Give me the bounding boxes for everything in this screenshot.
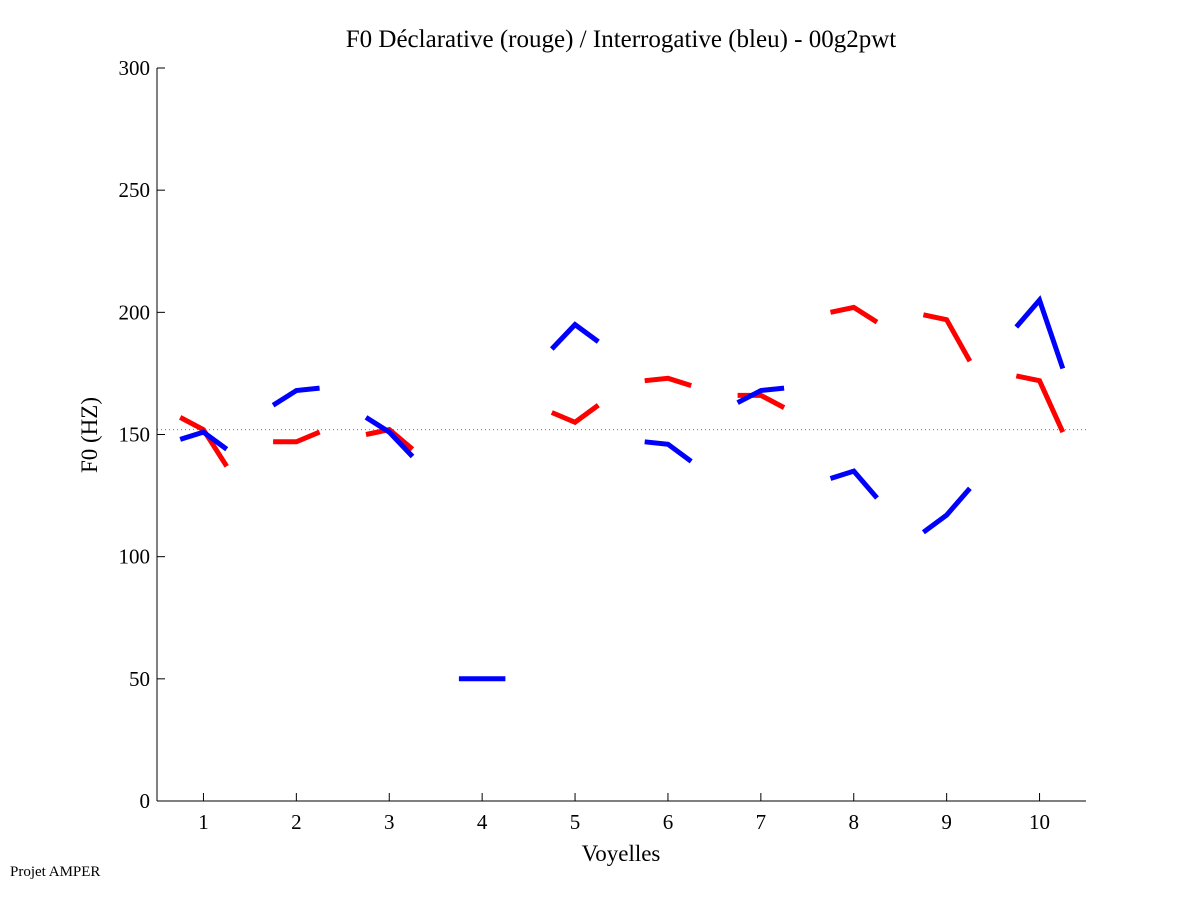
y-tick-label: 50 [129, 667, 150, 691]
series-layer [179, 295, 1066, 682]
series-segment [1015, 373, 1066, 434]
x-tick-label: 6 [663, 810, 674, 834]
y-tick-label: 250 [119, 178, 151, 202]
y-tick-label: 150 [119, 423, 151, 447]
series-segment [922, 312, 973, 363]
series-segment [1014, 295, 1066, 370]
x-tick-label: 2 [291, 810, 302, 834]
series-segment [550, 403, 600, 426]
chart-title: F0 Déclarative (rouge) / Interrogative (… [346, 26, 897, 53]
y-axis-label: F0 (HZ) [77, 397, 102, 473]
x-tick-label: 5 [570, 810, 581, 834]
x-tick-label: 1 [198, 810, 209, 834]
y-tick-label: 200 [119, 300, 151, 324]
x-tick-label: 8 [849, 810, 860, 834]
series-segment [921, 486, 972, 535]
y-tick-label: 300 [119, 56, 151, 80]
y-tick-label: 100 [119, 545, 151, 569]
series-blue [179, 295, 1066, 682]
x-tick-label: 9 [941, 810, 952, 834]
series-segment [364, 415, 415, 459]
x-tick-label: 4 [477, 810, 488, 834]
project-credit: Projet AMPER [10, 864, 101, 880]
x-tick-label: 3 [384, 810, 395, 834]
series-segment [549, 321, 600, 351]
series-segment [644, 375, 692, 388]
series-segment [736, 385, 785, 405]
series-segment [271, 385, 320, 408]
series-segment [829, 468, 879, 500]
axes-layer: 0 50 100 150 200 250 300 1 2 3 4 5 6 7 8 9 10 [119, 56, 1086, 834]
x-axis-label: Voyelles [582, 841, 661, 866]
y-tick-label: 0 [140, 789, 151, 813]
series-segment [273, 429, 321, 445]
series-segment [737, 392, 786, 410]
x-tick-label: 10 [1029, 810, 1050, 834]
series-segment [644, 439, 693, 464]
x-tick-label: 7 [756, 810, 767, 834]
series-segment [179, 429, 229, 452]
series-segment [829, 304, 879, 325]
